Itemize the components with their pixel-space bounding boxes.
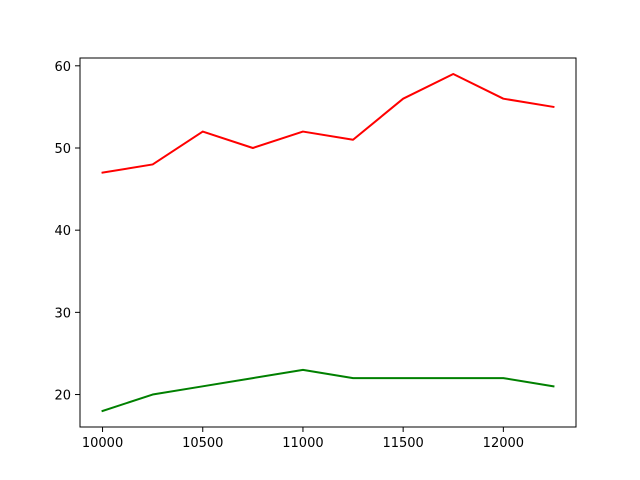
x-tick-label: 11000 (282, 436, 323, 451)
y-tick-label: 60 (54, 60, 71, 75)
axes-layer: 10000 10500 11000 11500 12000 20 30 40 50 60 (54, 57, 577, 451)
y-tick-label: 30 (54, 306, 71, 321)
y-tick-label: 50 (54, 142, 71, 157)
y-tick-label: 40 (54, 224, 71, 239)
x-tick-label: 11500 (382, 436, 423, 451)
red-series-line (101, 73, 555, 174)
y-tick-label: 20 (54, 389, 71, 404)
series-layer (101, 73, 555, 413)
plot-frame (79, 57, 577, 428)
x-tick-label: 10000 (82, 436, 123, 451)
x-tick-label: 12000 (483, 436, 524, 451)
green-series-line (101, 368, 555, 413)
x-tick-label: 10500 (182, 436, 223, 451)
